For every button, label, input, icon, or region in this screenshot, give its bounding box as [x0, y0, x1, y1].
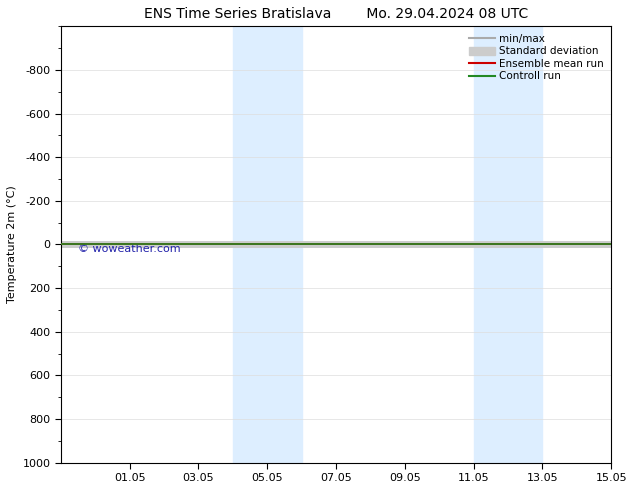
- Title: ENS Time Series Bratislava        Mo. 29.04.2024 08 UTC: ENS Time Series Bratislava Mo. 29.04.202…: [144, 7, 528, 21]
- Text: © woweather.com: © woweather.com: [78, 245, 181, 254]
- Legend: min/max, Standard deviation, Ensemble mean run, Controll run: min/max, Standard deviation, Ensemble me…: [467, 31, 606, 83]
- Bar: [233, 26, 302, 463]
- Y-axis label: Temperature 2m (°C): Temperature 2m (°C): [7, 186, 17, 303]
- Bar: [474, 26, 543, 463]
